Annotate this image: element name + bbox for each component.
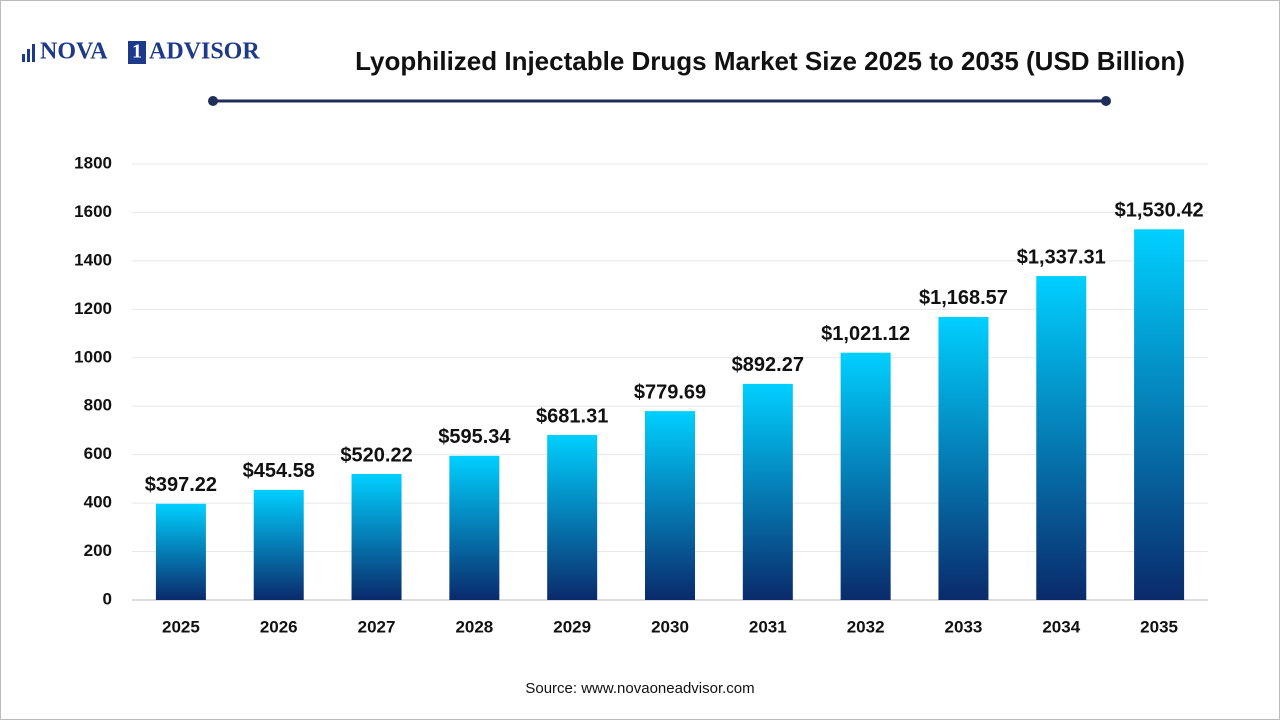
x-tick-label: 2026 — [260, 617, 298, 636]
data-label: $595.34 — [438, 426, 511, 448]
x-tick-label: 2025 — [162, 617, 200, 636]
data-label: $779.69 — [634, 381, 706, 403]
data-label: $397.22 — [145, 474, 217, 496]
data-label: $1,337.31 — [1017, 246, 1106, 268]
x-tick-label: 2033 — [945, 617, 983, 636]
x-tick-label: 2030 — [651, 617, 689, 636]
y-tick-label: 1800 — [74, 153, 112, 172]
y-tick-label: 1200 — [74, 299, 112, 318]
logo: NOVA 1 ADVISOR — [22, 39, 260, 65]
bar — [155, 503, 206, 600]
logo-right: ADVISOR — [149, 39, 260, 65]
data-label: $520.22 — [340, 444, 412, 466]
bar — [742, 383, 793, 600]
y-tick-label: 1000 — [74, 347, 112, 366]
y-tick-label: 200 — [84, 541, 112, 560]
x-tick-label: 2034 — [1042, 617, 1080, 636]
source: Source: www.novaoneadvisor.com — [525, 680, 754, 697]
y-tick-label: 1400 — [74, 250, 112, 269]
data-label: $892.27 — [732, 354, 804, 376]
bar — [351, 473, 402, 600]
chart-title: Lyophilized Injectable Drugs Market Size… — [355, 46, 1185, 76]
bar — [645, 411, 695, 600]
x-tick-label: 2027 — [358, 617, 396, 636]
rule-dot — [208, 96, 218, 106]
logo-left: NOVA — [40, 39, 108, 65]
x-tick-label: 2031 — [749, 617, 787, 636]
bar — [1134, 229, 1185, 600]
bar — [938, 316, 989, 600]
y-tick-label: 600 — [84, 444, 112, 463]
bar — [253, 489, 304, 600]
rule-dot — [1101, 96, 1111, 106]
bar — [547, 434, 598, 600]
data-label: $1,530.42 — [1115, 200, 1204, 222]
y-tick-label: 1600 — [74, 202, 112, 221]
data-label: $454.58 — [243, 460, 315, 482]
data-label: $681.31 — [536, 405, 608, 427]
x-tick-label: 2032 — [847, 617, 885, 636]
y-tick-label: 800 — [84, 396, 112, 415]
bar — [449, 455, 500, 600]
y-tick-label: 0 — [103, 589, 112, 608]
data-label: $1,021.12 — [821, 323, 910, 345]
data-label: $1,168.57 — [919, 287, 1008, 309]
y-tick-label: 400 — [84, 493, 112, 512]
x-tick-label: 2035 — [1140, 617, 1178, 636]
x-tick-label: 2028 — [455, 617, 493, 636]
bar — [1036, 276, 1087, 600]
x-tick-label: 2029 — [553, 617, 591, 636]
logo-box: 1 — [132, 41, 142, 63]
bar — [840, 352, 891, 600]
